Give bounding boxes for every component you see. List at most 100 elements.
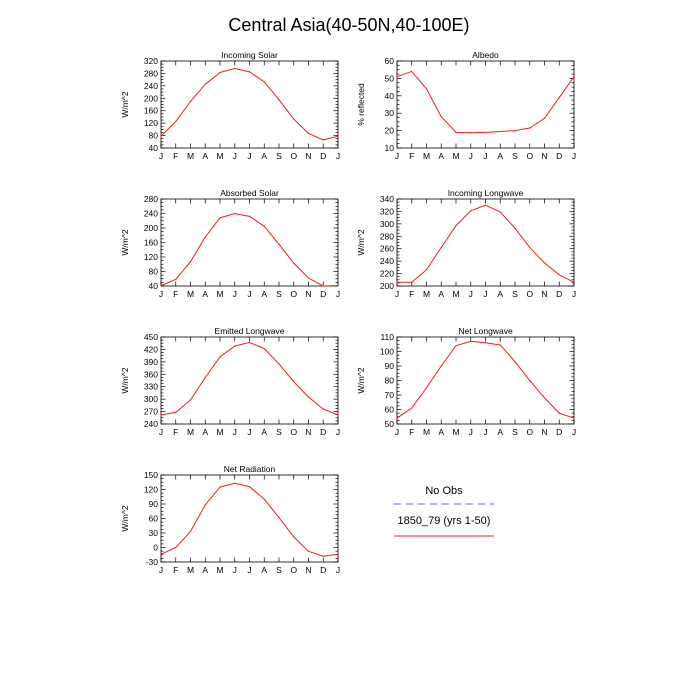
data-point bbox=[278, 243, 280, 245]
y-tick-label: 200 bbox=[144, 223, 158, 233]
data-point bbox=[470, 340, 472, 342]
y-tick-label: 120 bbox=[144, 118, 158, 128]
panel-incoming-longwave: Incoming Longwave W/m^2 200 220 240 260 280 300… bbox=[356, 188, 576, 299]
x-tick-label: A bbox=[497, 289, 503, 299]
legend-obs-label: No Obs bbox=[425, 485, 463, 497]
x-tick-label: F bbox=[173, 427, 178, 437]
data-point bbox=[204, 504, 206, 506]
data-point bbox=[307, 550, 310, 552]
x-tick-label: N bbox=[305, 289, 311, 299]
data-point bbox=[189, 100, 192, 102]
x-tick-label: A bbox=[497, 151, 503, 161]
y-axis-label: W/m^2 bbox=[120, 91, 130, 117]
data-point bbox=[248, 341, 251, 343]
data-point bbox=[411, 407, 413, 409]
y-tick-label: 200 bbox=[380, 281, 394, 291]
x-tick-label: J bbox=[247, 427, 251, 437]
y-tick-label: 50 bbox=[385, 419, 395, 429]
x-tick-label: N bbox=[305, 151, 311, 161]
data-point bbox=[396, 281, 398, 283]
x-tick-label: D bbox=[556, 427, 562, 437]
x-tick-label: O bbox=[290, 427, 297, 437]
x-tick-label: N bbox=[541, 289, 547, 299]
data-point bbox=[322, 555, 324, 557]
x-tick-label: J bbox=[233, 565, 237, 575]
y-tick-label: 80 bbox=[385, 376, 395, 386]
x-tick-label: J bbox=[159, 151, 163, 161]
data-point bbox=[293, 262, 295, 264]
data-point bbox=[499, 211, 501, 213]
x-tick-label: J bbox=[247, 565, 251, 575]
data-point bbox=[514, 227, 516, 229]
y-tick-label: 40 bbox=[149, 143, 159, 153]
x-tick-label: O bbox=[290, 151, 297, 161]
y-tick-label: 30 bbox=[385, 108, 395, 118]
data-point bbox=[278, 516, 280, 519]
x-tick-label: A bbox=[497, 427, 503, 437]
x-tick-label: J bbox=[336, 565, 340, 575]
data-point bbox=[307, 132, 310, 134]
panel-title: Emitted Longwave bbox=[215, 326, 285, 336]
y-tick-label: 420 bbox=[144, 344, 158, 354]
x-tick-label: S bbox=[276, 151, 282, 161]
series-line-1850-79-yrs-1-50 bbox=[160, 482, 339, 557]
data-point bbox=[396, 417, 398, 419]
data-point bbox=[529, 127, 531, 129]
series-line-1850-79-yrs-1-50 bbox=[396, 340, 575, 419]
y-tick-label: 120 bbox=[144, 252, 158, 262]
panel-title: Albedo bbox=[472, 50, 499, 60]
data-point bbox=[558, 274, 560, 276]
data-point bbox=[234, 67, 236, 70]
y-tick-label: 0 bbox=[153, 543, 158, 553]
y-tick-label: 90 bbox=[385, 361, 395, 371]
y-tick-label: 340 bbox=[380, 194, 394, 204]
y-tick-label: 20 bbox=[385, 126, 395, 136]
x-tick-label: M bbox=[187, 289, 194, 299]
y-tick-label: 450 bbox=[144, 332, 158, 342]
x-tick-label: M bbox=[187, 565, 194, 575]
x-tick-label: D bbox=[320, 289, 326, 299]
x-tick-label: O bbox=[290, 289, 297, 299]
x-tick-label: J bbox=[483, 151, 487, 161]
y-tick-label: 360 bbox=[144, 369, 158, 379]
x-tick-label: M bbox=[423, 151, 430, 161]
y-axis-label: W/m^2 bbox=[356, 229, 366, 255]
x-tick-label: S bbox=[276, 427, 282, 437]
x-tick-label: A bbox=[261, 427, 267, 437]
x-tick-label: J bbox=[233, 151, 237, 161]
panel-title: Incoming Longwave bbox=[448, 188, 524, 198]
x-tick-label: A bbox=[261, 151, 267, 161]
x-tick-label: J bbox=[572, 289, 576, 299]
x-tick-label: O bbox=[526, 151, 533, 161]
x-tick-label: N bbox=[541, 427, 547, 437]
plot-frame bbox=[160, 198, 339, 287]
series-line-1850-79-yrs-1-50 bbox=[160, 341, 339, 416]
data-point bbox=[470, 132, 472, 134]
y-tick-label: 280 bbox=[380, 231, 394, 241]
x-tick-label: S bbox=[276, 565, 282, 575]
panel-emitted-longwave: Emitted Longwave W/m^2 240 270 300 330 360 390 4… bbox=[120, 326, 340, 437]
x-tick-label: F bbox=[173, 151, 178, 161]
x-tick-label: O bbox=[526, 427, 533, 437]
x-tick-label: J bbox=[247, 151, 251, 161]
data-point bbox=[160, 285, 162, 287]
x-tick-label: N bbox=[305, 565, 311, 575]
x-tick-label: M bbox=[452, 151, 459, 161]
data-point bbox=[234, 482, 236, 484]
data-point bbox=[558, 412, 560, 414]
data-point bbox=[411, 70, 413, 73]
y-tick-label: 70 bbox=[385, 390, 395, 400]
x-tick-label: J bbox=[233, 427, 237, 437]
data-point bbox=[499, 130, 501, 133]
x-tick-label: J bbox=[483, 427, 487, 437]
data-point bbox=[293, 118, 295, 120]
x-tick-label: M bbox=[216, 289, 223, 299]
x-tick-label: J bbox=[572, 151, 576, 161]
y-tick-label: 240 bbox=[380, 256, 394, 266]
y-tick-label: 30 bbox=[149, 528, 159, 538]
x-tick-label: A bbox=[438, 151, 444, 161]
plot-frame bbox=[396, 60, 575, 149]
data-point bbox=[322, 139, 324, 141]
data-point bbox=[263, 81, 265, 83]
